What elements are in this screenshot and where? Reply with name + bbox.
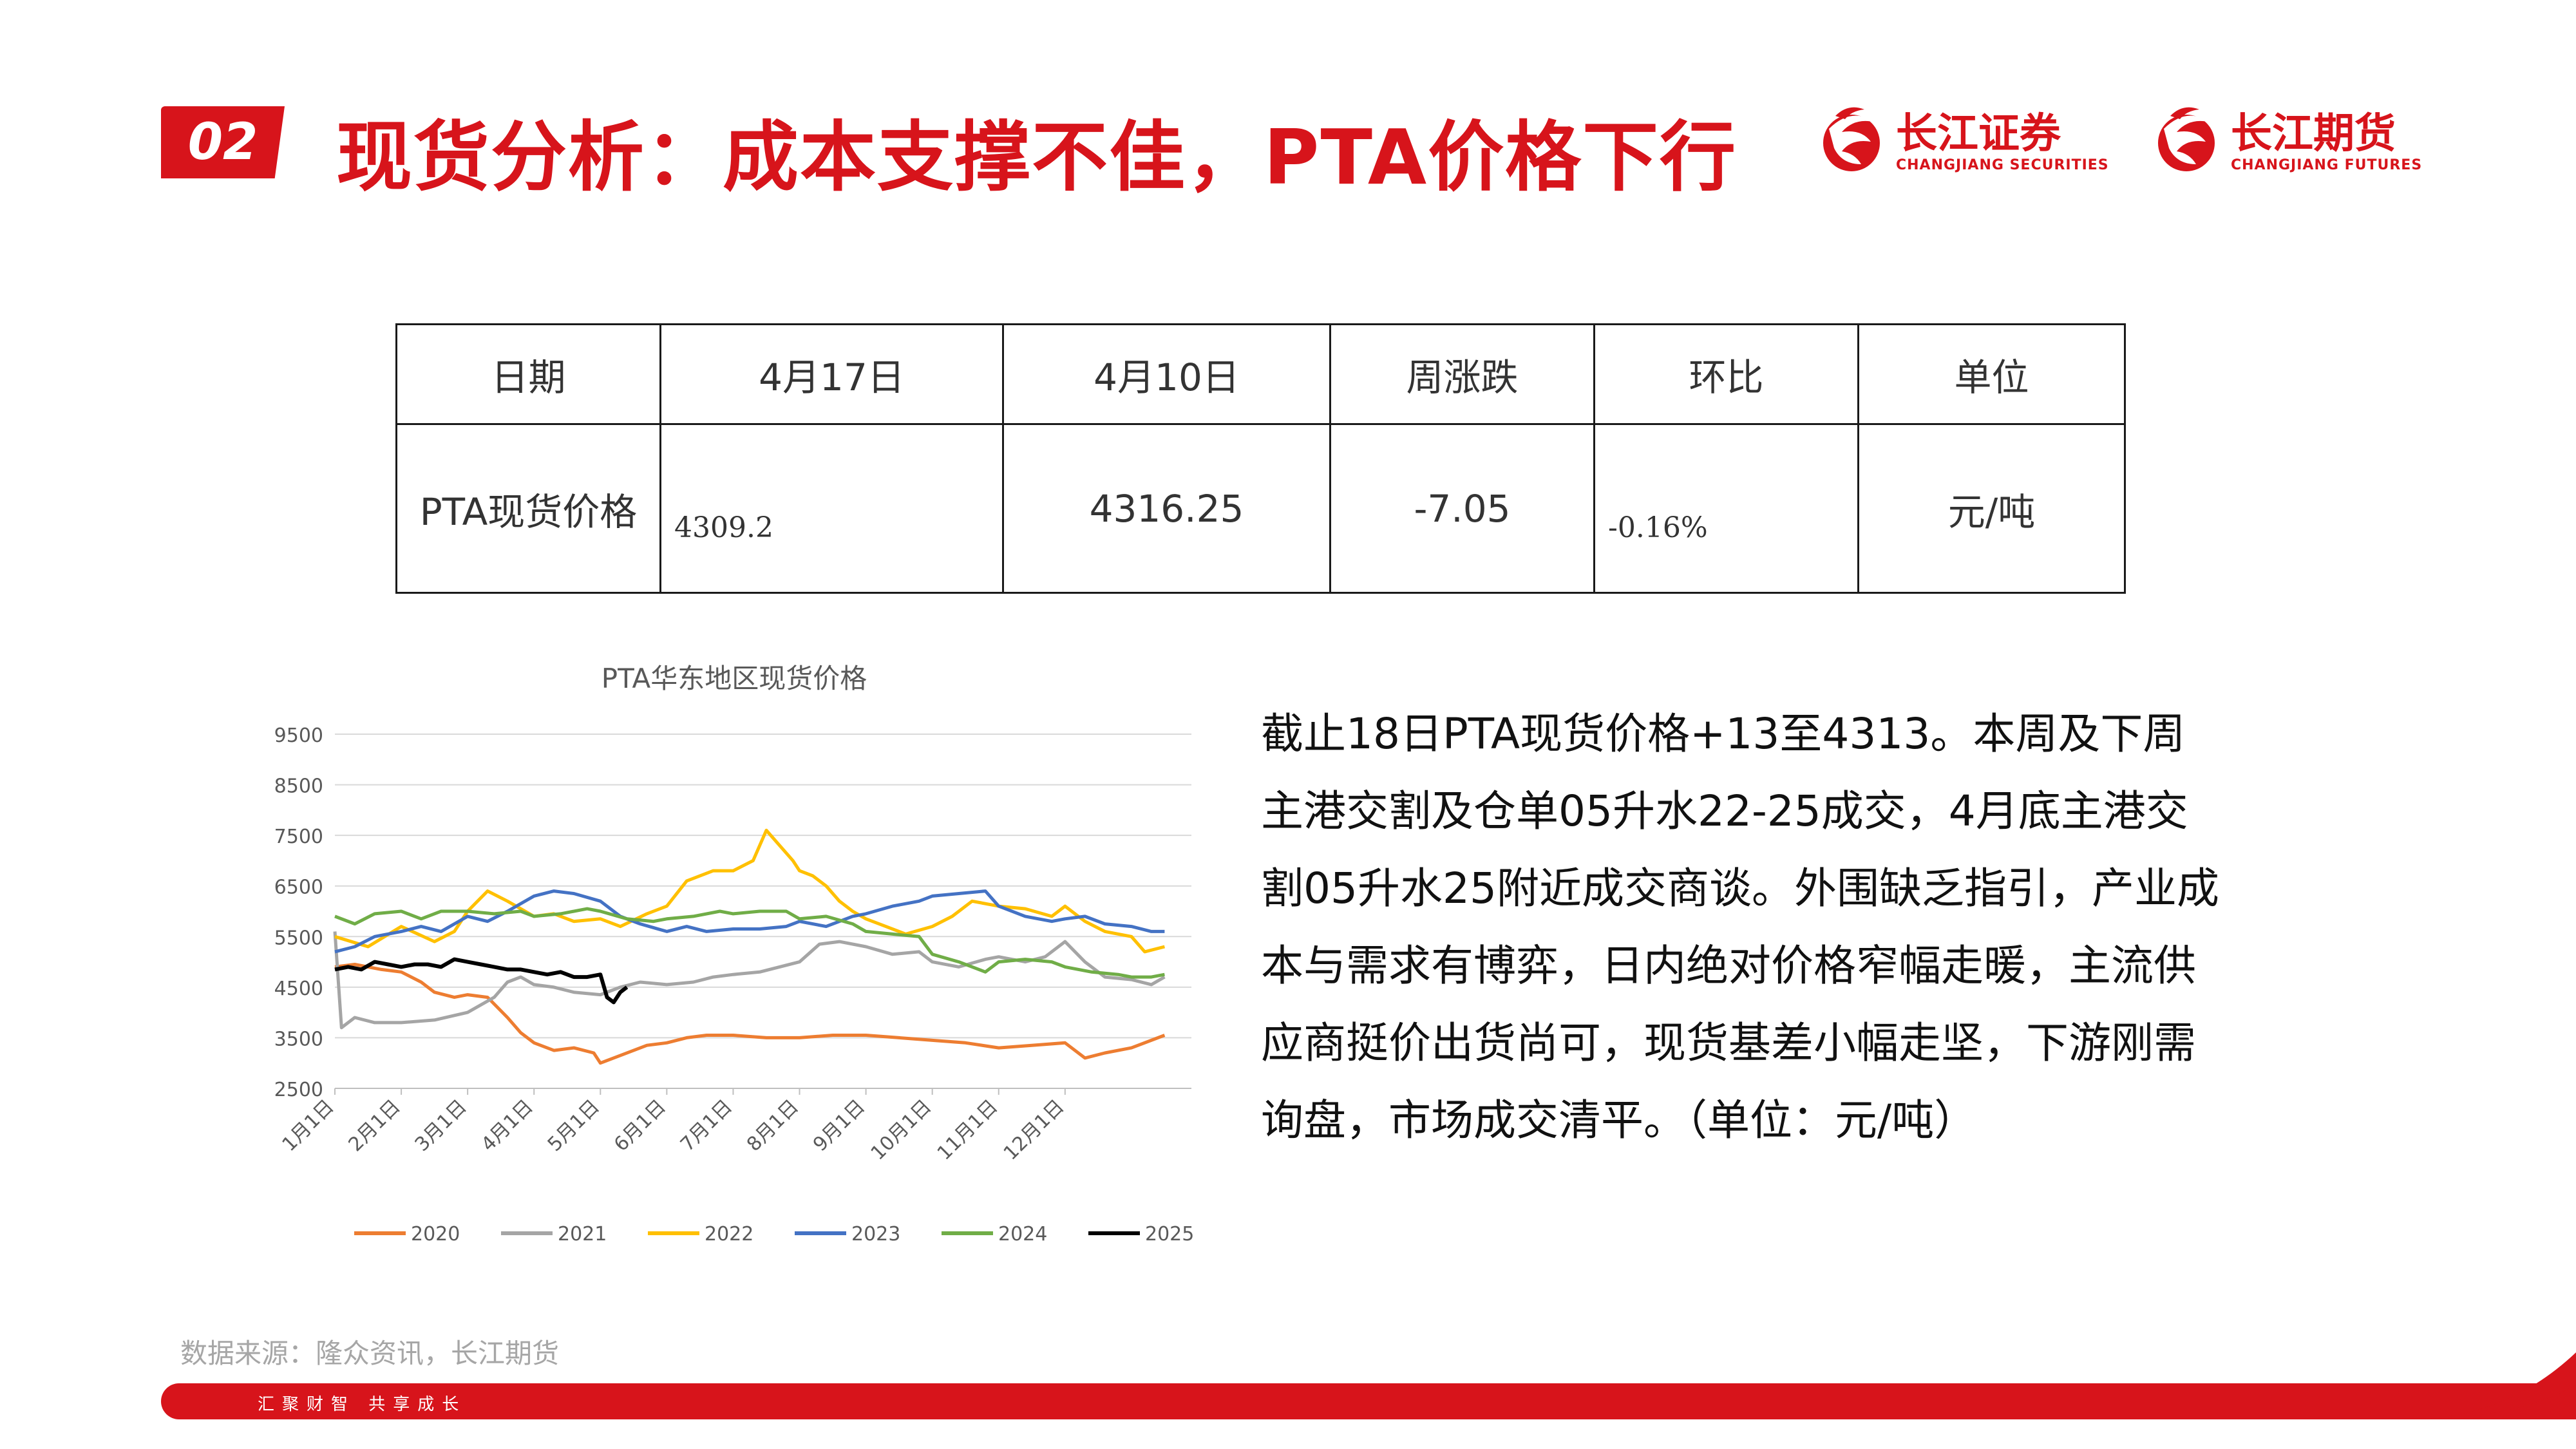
- logo-name-en: CHANGJIANG FUTURES: [2231, 156, 2423, 173]
- x-tick-label: 2月1日: [345, 1095, 405, 1156]
- line-chart: 2500 3500 4500 5500 6500 7500 8500 9500 1月1日 2月1日…: [274, 724, 1195, 1245]
- legend-label-2023: 2023: [851, 1223, 900, 1245]
- table-header-cell: 单位: [1857, 323, 2126, 425]
- x-tick-label: 9月1日: [809, 1095, 869, 1156]
- x-tick-label: 7月1日: [676, 1095, 737, 1156]
- analysis-paragraph: 截止18日PTA现货价格+13至4313。本周及下周主港交割及仓单05升水22-…: [1261, 709, 2219, 1145]
- x-tick-label: 4月1日: [477, 1095, 538, 1156]
- series-line-2022: [334, 828, 1166, 954]
- y-tick-label: 6500: [274, 876, 323, 899]
- footer-bar: [161, 1383, 2576, 1419]
- series-line-2024: [334, 907, 1165, 979]
- y-tick-label: 9500: [274, 724, 323, 747]
- legend-label-2022: 2022: [705, 1223, 753, 1245]
- y-tick-label: 8500: [274, 775, 323, 798]
- y-tick-label: 5500: [274, 927, 323, 949]
- x-tick-label: 8月1日: [743, 1095, 803, 1156]
- y-tick-label: 2500: [274, 1079, 323, 1101]
- logo-name-en: CHANGJIANG SECURITIES: [1896, 156, 2109, 173]
- table-cell: -0.16%: [1593, 423, 1859, 594]
- legend-label-2020: 2020: [411, 1223, 460, 1245]
- series-line-2025: [334, 957, 629, 1005]
- section-number-badge: 02: [161, 106, 285, 178]
- legend-label-2025: 2025: [1145, 1223, 1194, 1245]
- price-table: 日期 4月17日 4月10日 周涨跌 环比 单位 PTA现货价格 4309.2 …: [395, 323, 2126, 594]
- x-tick-label: 5月1日: [544, 1095, 604, 1156]
- series-line-2020: [334, 963, 1166, 1065]
- footer-slogan: 汇聚财智 共享成长: [258, 1395, 467, 1414]
- logo-name-cn: 长江期货: [2231, 109, 2396, 158]
- phoenix-logo-icon: [2158, 107, 2215, 171]
- y-tick-label: 3500: [274, 1028, 323, 1050]
- changjiang-futures-logo: 长江期货 CHANGJIANG FUTURES: [2151, 100, 2422, 184]
- x-tick-label: 12月1日: [999, 1095, 1069, 1165]
- series-line-2023: [334, 889, 1165, 954]
- logo-name-cn: 长江证券: [1896, 109, 2061, 158]
- x-tick-label: 3月1日: [411, 1095, 471, 1156]
- legend-label-2021: 2021: [558, 1223, 607, 1245]
- phoenix-logo-icon: [1823, 107, 1880, 171]
- table-cell: 4309.2: [659, 423, 1004, 594]
- series-line-2021: [333, 931, 1166, 1030]
- x-tick-label: 1月1日: [278, 1095, 338, 1156]
- x-tick-label: 11月1日: [933, 1095, 1003, 1165]
- data-source: 数据来源：隆众资讯，长江期货: [180, 1338, 560, 1369]
- y-tick-label: 4500: [274, 978, 323, 1000]
- chart-title: PTA华东地区现货价格: [601, 663, 867, 694]
- table-header-cell: 4月17日: [659, 323, 1004, 425]
- x-tick-label: 6月1日: [610, 1095, 670, 1156]
- table-cell: 4316.25: [1002, 423, 1331, 594]
- table-header-cell: 周涨跌: [1329, 323, 1595, 425]
- page-title: 现货分析：成本支撑不佳，PTA价格下行: [336, 113, 1738, 202]
- table-header-row: 日期 4月17日 4月10日 周涨跌 环比 单位: [395, 323, 2126, 425]
- x-tick-label: 10月1日: [867, 1095, 936, 1165]
- y-tick-label: 7500: [274, 826, 323, 848]
- changjiang-securities-logo: 长江证券 CHANGJIANG SECURITIES: [1816, 100, 2109, 184]
- footer-swoosh: [2409, 1352, 2576, 1419]
- table-cell: -7.05: [1329, 423, 1595, 594]
- table-header-cell: 环比: [1593, 323, 1859, 425]
- table-header-cell: 4月10日: [1002, 323, 1331, 425]
- table-cell: 元/吨: [1857, 423, 2126, 594]
- table-row: PTA现货价格 4309.2 4316.25 -7.05 -0.16% 元/吨: [395, 423, 2126, 594]
- table-cell: PTA现货价格: [395, 423, 661, 594]
- table-header-cell: 日期: [395, 323, 661, 425]
- legend-label-2024: 2024: [998, 1223, 1047, 1245]
